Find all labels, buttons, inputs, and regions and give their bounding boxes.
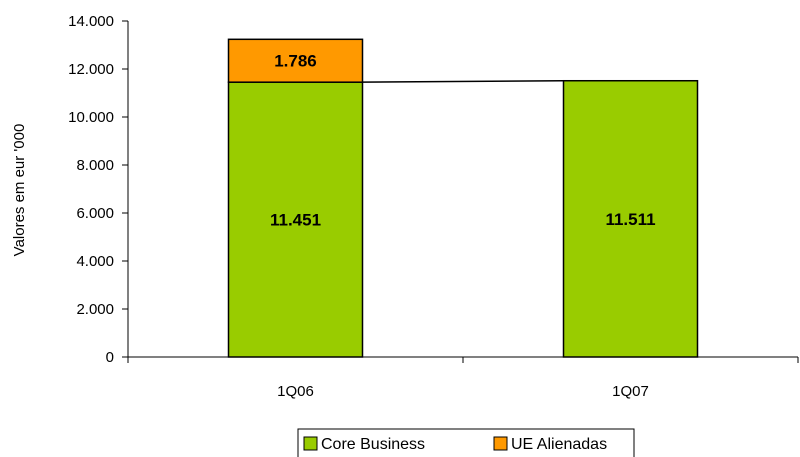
bar-segment (227, 81, 364, 358)
y-tick-label: 8.000 (76, 157, 114, 174)
legend-box (297, 428, 635, 457)
legend-swatch (303, 436, 318, 451)
y-tick-label: 10.000 (68, 109, 114, 126)
data-label: 1.786 (274, 52, 317, 71)
y-axis-title: Valores em eur '000 (11, 124, 28, 257)
y-tick-label: 0 (106, 349, 114, 366)
y-tick-label: 2.000 (76, 301, 114, 318)
x-tick-label: 1Q07 (612, 383, 649, 400)
series-connector-line (362, 79, 564, 83)
bar-segment (227, 38, 364, 83)
y-tick-label: 4.000 (76, 253, 114, 270)
y-tick-label: 6.000 (76, 205, 114, 222)
legend: Core Business UE Alienadas (297, 428, 635, 457)
y-tick-label: 12.000 (68, 61, 114, 78)
data-label: 11.451 (270, 211, 321, 230)
bar-segment (562, 79, 699, 358)
plot-area: 0 2.000 4.000 6.000 8.000 10.000 12.000 14.000 1… (68, 13, 799, 400)
y-tick-label: 14.000 (68, 13, 114, 30)
x-tick-label: 1Q06 (277, 383, 314, 400)
legend-item-label: UE Alienadas (511, 436, 607, 453)
legend-swatch (493, 436, 508, 451)
data-label: 11.511 (605, 210, 655, 229)
legend-item-label: Core Business (321, 436, 425, 453)
